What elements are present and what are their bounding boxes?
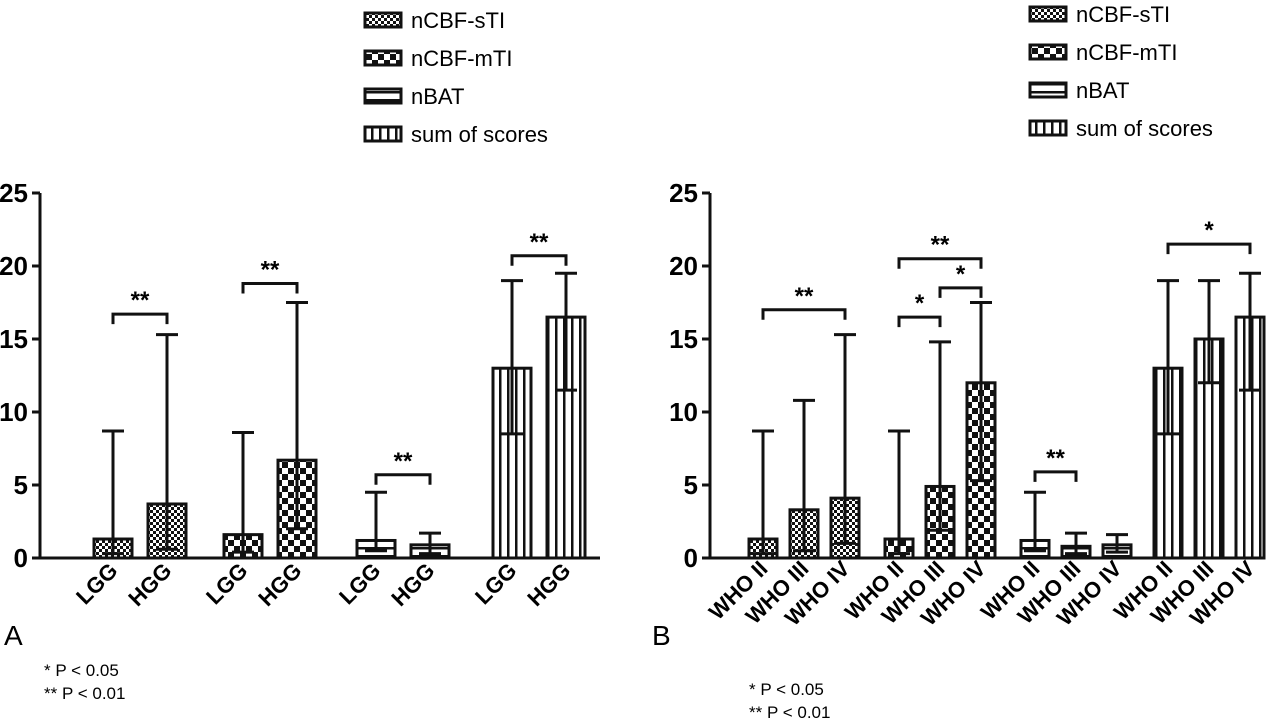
legend-label: nBAT bbox=[411, 84, 464, 109]
category-label: LGG bbox=[71, 558, 122, 609]
significance-bracket bbox=[1166, 242, 1252, 255]
significance-label: * bbox=[1204, 217, 1214, 244]
category-label: LGG bbox=[201, 558, 252, 609]
y-tick-label: 5 bbox=[14, 470, 28, 500]
legend-swatch bbox=[363, 125, 403, 143]
y-tick-label: 20 bbox=[0, 251, 28, 281]
significance-label: * bbox=[915, 290, 925, 317]
significance-bracket bbox=[897, 315, 942, 328]
category-label: HGG bbox=[123, 558, 176, 611]
legend-label: nCBF-sTI bbox=[411, 8, 505, 33]
legend-label: nBAT bbox=[1076, 78, 1129, 103]
category-label: HGG bbox=[253, 558, 306, 611]
significance-label: ** bbox=[261, 257, 280, 284]
y-tick-label: 10 bbox=[669, 397, 698, 427]
y-tick-label: 15 bbox=[669, 324, 698, 354]
legend-swatch bbox=[363, 11, 403, 29]
legend-swatch bbox=[363, 49, 403, 67]
significance-label: ** bbox=[795, 283, 814, 310]
category-label: HGG bbox=[386, 558, 439, 611]
significance-bracket bbox=[1033, 470, 1078, 482]
legend-label: sum of scores bbox=[1076, 116, 1213, 141]
significance-bracket bbox=[374, 473, 432, 485]
y-tick-label: 25 bbox=[0, 178, 28, 208]
legend-label: nCBF-mTI bbox=[1076, 40, 1177, 65]
significance-bracket bbox=[241, 282, 299, 294]
significance-label: ** bbox=[1046, 445, 1065, 472]
legend-label: sum of scores bbox=[411, 122, 548, 147]
significance-label: ** bbox=[131, 287, 150, 314]
bar-sum-of-scores-hgg bbox=[545, 315, 587, 560]
legend-swatch bbox=[363, 87, 403, 105]
significance-label: ** bbox=[394, 448, 413, 475]
significance-note: * P < 0.05 bbox=[749, 680, 824, 699]
significance-label: * bbox=[956, 261, 966, 288]
panel-letter: B bbox=[652, 620, 671, 651]
significance-bracket bbox=[938, 286, 983, 298]
category-label: HGG bbox=[522, 558, 575, 611]
significance-bracket bbox=[761, 308, 847, 320]
legend-swatch bbox=[1028, 81, 1068, 99]
significance-label: ** bbox=[530, 229, 549, 256]
panel-letter: A bbox=[4, 620, 23, 651]
legend-label: nCBF-mTI bbox=[411, 46, 512, 71]
legend-label: nCBF-sTI bbox=[1076, 2, 1170, 27]
y-tick-label: 0 bbox=[684, 543, 698, 573]
legend-swatch bbox=[1028, 5, 1068, 23]
legend-swatch bbox=[1028, 43, 1068, 61]
y-tick-label: 0 bbox=[14, 543, 28, 573]
significance-note: ** P < 0.01 bbox=[44, 684, 125, 703]
category-label: LGG bbox=[470, 558, 521, 609]
y-tick-label: 15 bbox=[0, 324, 28, 354]
y-tick-label: 25 bbox=[669, 178, 698, 208]
category-label: LGG bbox=[334, 558, 385, 609]
significance-bracket bbox=[897, 257, 983, 269]
legend-swatch bbox=[1028, 119, 1068, 137]
y-tick-label: 20 bbox=[669, 251, 698, 281]
significance-note: ** P < 0.01 bbox=[749, 703, 830, 721]
significance-label: ** bbox=[931, 232, 950, 259]
significance-bracket bbox=[510, 254, 568, 266]
significance-note: * P < 0.05 bbox=[44, 661, 119, 680]
y-tick-label: 10 bbox=[0, 397, 28, 427]
y-tick-label: 5 bbox=[684, 470, 698, 500]
significance-bracket bbox=[111, 312, 169, 325]
